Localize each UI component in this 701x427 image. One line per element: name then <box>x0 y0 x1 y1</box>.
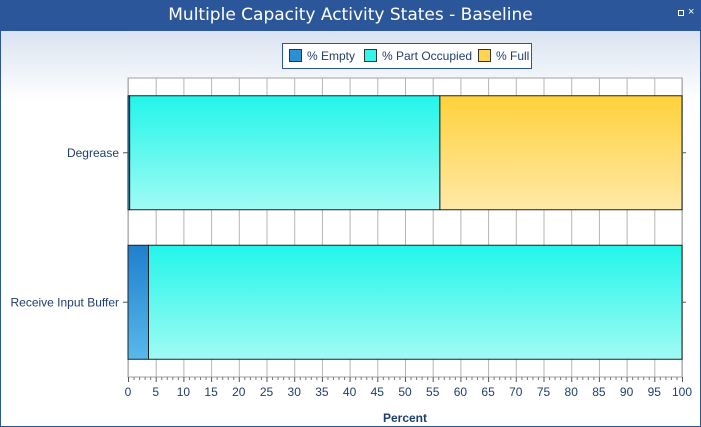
x-tick-label: 85 <box>592 385 606 399</box>
x-tick-label: 90 <box>620 385 634 399</box>
bar-segment <box>439 95 683 211</box>
legend-swatch-full <box>478 49 491 62</box>
x-tick-label: 55 <box>426 385 440 399</box>
legend-label-empty: % Empty <box>307 49 356 63</box>
x-tick-label: 100 <box>672 385 692 399</box>
title-bar[interactable]: Multiple Capacity Activity States - Base… <box>1 1 700 31</box>
x-tick-label: 30 <box>288 385 302 399</box>
x-tick-label: 20 <box>232 385 246 399</box>
x-tick-label: 60 <box>454 385 468 399</box>
x-tick-label: 25 <box>260 385 274 399</box>
x-tick-label: 50 <box>398 385 412 399</box>
legend-label-part-occupied: % Part Occupied <box>382 49 473 63</box>
x-tick-label: 95 <box>648 385 662 399</box>
x-tick-label: 75 <box>537 385 551 399</box>
x-axis-title: Percent <box>383 411 427 425</box>
legend-swatch-empty <box>289 49 302 62</box>
x-tick-label: 5 <box>152 385 159 399</box>
x-tick-label: 40 <box>343 385 357 399</box>
legend-label-full: % Full <box>496 49 530 63</box>
close-icon[interactable]: × <box>688 6 695 18</box>
x-tick-label: 45 <box>371 385 385 399</box>
x-tick-label: 80 <box>565 385 579 399</box>
bar-segment <box>129 95 441 211</box>
restore-icon[interactable] <box>678 10 684 16</box>
bar-segment <box>127 244 149 360</box>
window-title: Multiple Capacity Activity States - Base… <box>168 5 533 25</box>
x-tick-label: 65 <box>481 385 495 399</box>
x-tick-label: 35 <box>315 385 329 399</box>
chart-legend: % Empty % Part Occupied % Full <box>282 43 532 69</box>
x-tick-label: 10 <box>177 385 191 399</box>
x-tick-label: 0 <box>125 385 132 399</box>
category-label: Degrease <box>67 146 119 160</box>
category-label: Receive Input Buffer <box>10 295 119 309</box>
bar-segment <box>147 244 683 360</box>
legend-swatch-part-occupied <box>364 49 377 62</box>
x-tick-label: 70 <box>509 385 523 399</box>
x-tick-label: 15 <box>204 385 218 399</box>
